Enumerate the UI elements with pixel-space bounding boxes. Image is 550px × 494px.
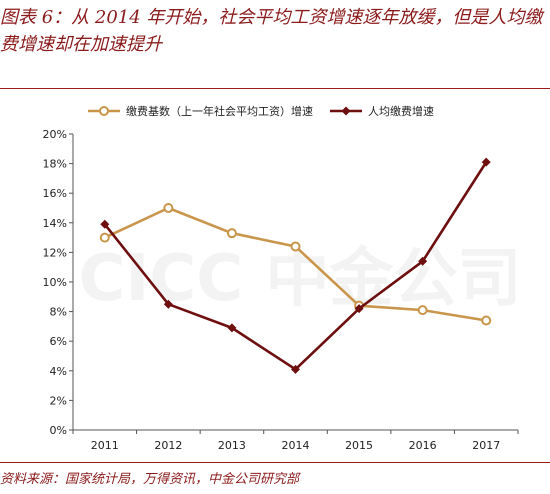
x-tick-label: 2012	[154, 439, 182, 452]
data-point	[481, 157, 491, 167]
data-point	[418, 256, 428, 266]
data-point	[354, 304, 364, 314]
y-tick-label: 20%	[43, 128, 67, 141]
y-tick-label: 18%	[43, 158, 67, 171]
y-tick-label: 4%	[50, 365, 67, 378]
data-point	[99, 232, 110, 243]
x-tick-label: 2015	[345, 439, 373, 452]
data-point	[227, 323, 237, 333]
legend-marker	[99, 106, 109, 116]
y-tick-label: 12%	[43, 246, 67, 259]
x-tick-label: 2014	[282, 439, 310, 452]
y-tick-label: 14%	[43, 217, 67, 230]
x-tick-label: 2016	[409, 439, 437, 452]
source-note: 资料来源：国家统计局，万得资讯，中金公司研究部	[0, 472, 300, 487]
legend-label: 人均缴费增速	[368, 104, 434, 118]
x-tick-label: 2013	[218, 439, 246, 452]
legend: 缴费基数（上一年社会平均工资）增速 人均缴费增速	[88, 104, 434, 118]
figure-title: 图表 6：从 2014 年开始，社会平均工资增速逐年放缓，但是人均缴费增速却在加…	[0, 7, 543, 55]
x-tick-label: 2017	[472, 439, 500, 452]
legend-label: 缴费基数（上一年社会平均工资）增速	[126, 104, 313, 118]
title-rule	[0, 88, 550, 89]
data-point	[163, 203, 174, 213]
data-point	[417, 305, 428, 316]
y-tick-label: 16%	[43, 187, 67, 200]
y-tick-label: 10%	[43, 276, 67, 289]
data-point	[163, 299, 173, 309]
data-point	[290, 241, 301, 252]
y-tick-label: 2%	[50, 394, 67, 407]
y-tick-label: 6%	[50, 335, 67, 348]
data-point	[226, 228, 237, 239]
y-tick-label: 8%	[50, 306, 67, 319]
data-point	[481, 315, 492, 326]
plot-area	[99, 157, 492, 374]
data-point	[291, 364, 300, 374]
source-rule	[0, 462, 550, 463]
data-point	[100, 219, 110, 229]
x-tick-label: 2011	[91, 439, 119, 452]
legend-marker	[341, 106, 351, 116]
axes: 0% 2% 4% 6% 8% 10% 12% 14% 16% 18% 20% 2011 2012 2013…	[43, 128, 519, 452]
watermark: CICC 中金公司	[79, 242, 522, 316]
y-tick-label: 0%	[50, 424, 67, 437]
